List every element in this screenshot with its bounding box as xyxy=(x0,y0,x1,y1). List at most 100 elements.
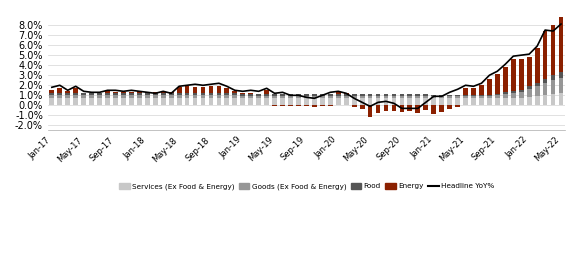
Bar xyxy=(145,93,150,95)
Bar xyxy=(240,96,245,98)
Bar xyxy=(543,31,548,79)
Bar xyxy=(376,98,380,105)
Bar xyxy=(201,95,205,98)
Bar xyxy=(550,94,556,105)
Bar xyxy=(368,105,372,117)
Bar xyxy=(66,93,70,95)
Bar xyxy=(248,96,253,98)
Bar xyxy=(495,94,500,95)
Bar xyxy=(352,105,357,107)
Bar xyxy=(240,93,245,94)
Bar xyxy=(216,95,222,98)
Bar xyxy=(423,98,428,105)
Bar xyxy=(519,59,524,90)
Bar xyxy=(368,96,372,98)
Bar xyxy=(432,98,436,105)
Legend: Services (Ex Food & Energy), Goods (Ex Food & Energy), Food, Energy, Headline Yo: Services (Ex Food & Energy), Goods (Ex F… xyxy=(116,180,497,193)
Headline YoY% xyxy=(200,84,206,87)
Bar xyxy=(89,93,94,95)
Bar xyxy=(511,98,516,105)
Bar xyxy=(360,98,364,105)
Bar xyxy=(312,96,317,98)
Bar xyxy=(304,96,309,98)
Bar xyxy=(447,105,452,109)
Bar xyxy=(336,94,340,96)
Bar xyxy=(511,59,516,91)
Bar xyxy=(535,96,539,105)
Headline YoY% xyxy=(494,70,501,73)
Bar xyxy=(81,93,86,95)
Bar xyxy=(66,91,70,93)
Bar xyxy=(177,93,182,95)
Bar xyxy=(511,91,516,93)
Bar xyxy=(336,96,340,98)
Bar xyxy=(57,95,62,98)
Bar xyxy=(344,96,349,98)
Bar xyxy=(113,98,118,105)
Bar xyxy=(153,93,158,95)
Bar xyxy=(415,96,420,98)
Bar xyxy=(328,105,333,106)
Bar xyxy=(344,93,349,94)
Bar xyxy=(161,95,166,98)
Bar xyxy=(392,94,396,96)
Bar xyxy=(344,98,349,105)
Bar xyxy=(49,95,54,98)
Bar xyxy=(432,105,436,114)
Bar xyxy=(193,93,197,95)
Bar xyxy=(495,98,500,105)
Bar xyxy=(209,86,213,93)
Bar xyxy=(296,105,301,106)
Bar xyxy=(432,96,436,98)
Bar xyxy=(256,96,261,98)
Bar xyxy=(463,95,468,96)
Bar xyxy=(360,105,364,109)
Bar xyxy=(408,105,412,111)
Bar xyxy=(169,98,173,105)
Bar xyxy=(201,87,205,93)
Bar xyxy=(193,87,197,93)
Bar xyxy=(296,96,301,98)
Bar xyxy=(113,93,118,95)
Bar xyxy=(400,94,404,96)
Bar xyxy=(383,105,389,111)
Bar xyxy=(320,105,325,106)
Bar xyxy=(455,105,460,107)
Bar xyxy=(264,90,269,94)
Bar xyxy=(193,95,197,98)
Bar xyxy=(129,93,134,95)
Bar xyxy=(463,96,468,98)
Bar xyxy=(145,98,150,105)
Bar xyxy=(455,96,460,98)
Bar xyxy=(559,78,563,93)
Bar xyxy=(423,96,428,98)
Bar xyxy=(543,83,548,95)
Bar xyxy=(49,93,54,95)
Bar xyxy=(352,96,357,98)
Bar xyxy=(296,98,301,105)
Bar xyxy=(248,93,253,94)
Bar xyxy=(296,94,301,96)
Bar xyxy=(368,94,372,96)
Bar xyxy=(193,98,197,105)
Bar xyxy=(463,88,468,95)
Bar xyxy=(487,98,492,105)
Bar xyxy=(57,88,62,93)
Bar xyxy=(233,98,237,105)
Bar xyxy=(376,105,380,113)
Bar xyxy=(161,92,166,93)
Bar xyxy=(264,96,269,98)
Bar xyxy=(49,90,54,93)
Bar xyxy=(209,95,213,98)
Headline YoY% xyxy=(48,86,55,89)
Bar xyxy=(264,98,269,105)
Bar xyxy=(392,105,396,111)
Bar xyxy=(169,92,173,93)
Bar xyxy=(256,98,261,105)
Bar xyxy=(272,94,277,96)
Bar xyxy=(471,88,476,95)
Bar xyxy=(550,80,556,94)
Bar xyxy=(97,98,102,105)
Bar xyxy=(352,94,357,96)
Bar xyxy=(479,96,484,98)
